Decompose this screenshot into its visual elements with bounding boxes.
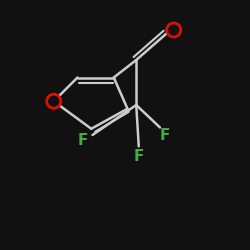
Circle shape bbox=[48, 96, 59, 107]
Text: F: F bbox=[77, 133, 88, 148]
Text: F: F bbox=[134, 149, 144, 164]
Text: F: F bbox=[160, 128, 170, 142]
Circle shape bbox=[168, 24, 179, 36]
